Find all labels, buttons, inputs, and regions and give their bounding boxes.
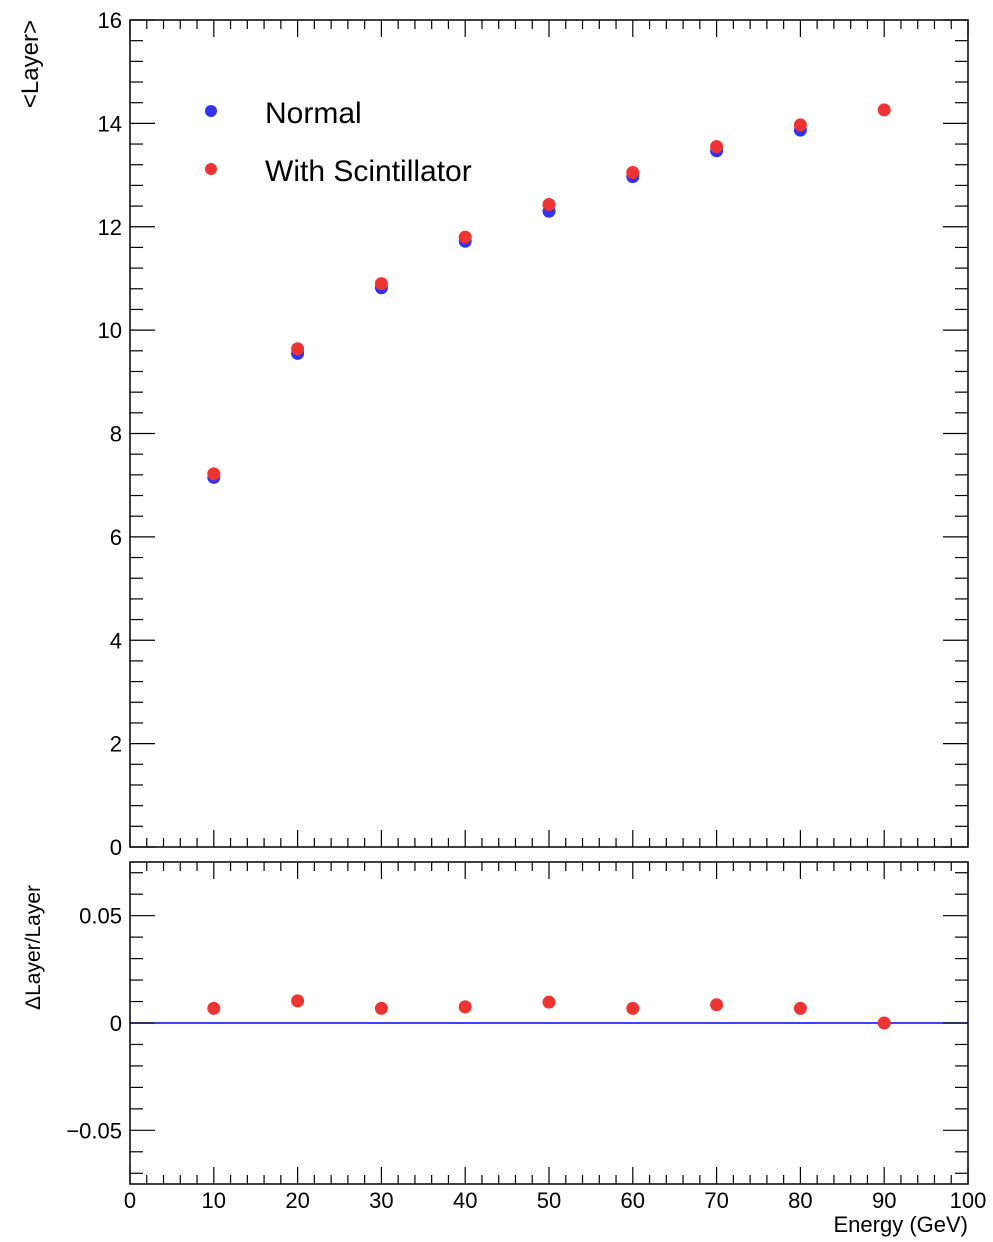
series-0	[207, 994, 891, 1030]
y-tick-label: 14	[98, 111, 122, 136]
data-point	[291, 994, 305, 1008]
y-tick-label: 0.05	[79, 904, 122, 929]
data-point	[877, 1016, 891, 1030]
x-tick-label: 100	[950, 1188, 987, 1213]
legend-marker-with-scintillator	[205, 163, 217, 175]
bottom-y-tick-labels: −0.05 0 0.05	[66, 904, 122, 1144]
y-tick-label: 10	[98, 318, 122, 343]
y-tick-label: 0	[110, 1011, 122, 1036]
x-tick-label: 80	[788, 1188, 812, 1213]
top-y-tick-labels: 0 2 4 6 8 10 12 14 16	[98, 8, 122, 860]
data-point	[793, 118, 807, 132]
legend-label-with-scintillator: With Scintillator	[265, 155, 472, 188]
x-tick-label: 0	[124, 1188, 136, 1213]
top-data-points	[207, 103, 891, 484]
x-tick-label: 30	[369, 1188, 393, 1213]
bottom-y-axis-label: ΔLayer/Layer	[22, 885, 45, 1010]
data-point	[877, 103, 891, 117]
y-tick-label: 8	[110, 422, 122, 447]
top-panel: 0 2 4 6 8 10 12 14 16 <Layer> Normal With Scinti…	[17, 8, 969, 860]
y-tick-label: 4	[110, 628, 122, 653]
x-axis-label: Energy (GeV)	[834, 1212, 969, 1237]
x-tick-label: 50	[537, 1188, 561, 1213]
data-point	[793, 1001, 807, 1015]
data-point	[458, 1000, 472, 1014]
bottom-panel: −0.05 0 0.05 0 10 20 30 40 50 60 70 80 90 100 ΔLayer…	[22, 861, 986, 1237]
data-point	[374, 277, 388, 291]
data-point	[207, 467, 221, 481]
data-point	[710, 140, 724, 154]
data-point	[626, 1001, 640, 1015]
legend-marker-normal	[205, 105, 217, 117]
x-tick-label: 10	[202, 1188, 226, 1213]
x-tick-label: 40	[453, 1188, 477, 1213]
bottom-data-points	[207, 994, 891, 1030]
legend: Normal With Scintillator	[205, 97, 472, 188]
x-tick-label: 90	[872, 1188, 896, 1213]
series-1	[207, 103, 891, 481]
data-point	[542, 198, 556, 212]
y-tick-label: 12	[98, 215, 122, 240]
data-point	[710, 998, 724, 1012]
x-tick-label: 60	[621, 1188, 645, 1213]
data-point	[207, 1001, 221, 1015]
y-tick-label: 6	[110, 525, 122, 550]
x-tick-label: 70	[704, 1188, 728, 1213]
data-point	[374, 1001, 388, 1015]
x-tick-labels: 0 10 20 30 40 50 60 70 80 90 100	[124, 1188, 986, 1213]
y-tick-label: −0.05	[66, 1118, 122, 1143]
top-axis-ticks	[129, 19, 969, 848]
data-point	[458, 230, 472, 244]
y-tick-label: 2	[110, 732, 122, 757]
data-point	[291, 342, 305, 356]
legend-label-normal: Normal	[265, 97, 362, 130]
bottom-axis-ticks	[129, 862, 969, 1184]
x-tick-label: 20	[285, 1188, 309, 1213]
y-tick-label: 0	[110, 835, 122, 860]
top-y-axis-label: <Layer>	[17, 20, 44, 108]
y-tick-label: 16	[98, 8, 122, 33]
data-point	[626, 165, 640, 179]
data-point	[542, 995, 556, 1009]
